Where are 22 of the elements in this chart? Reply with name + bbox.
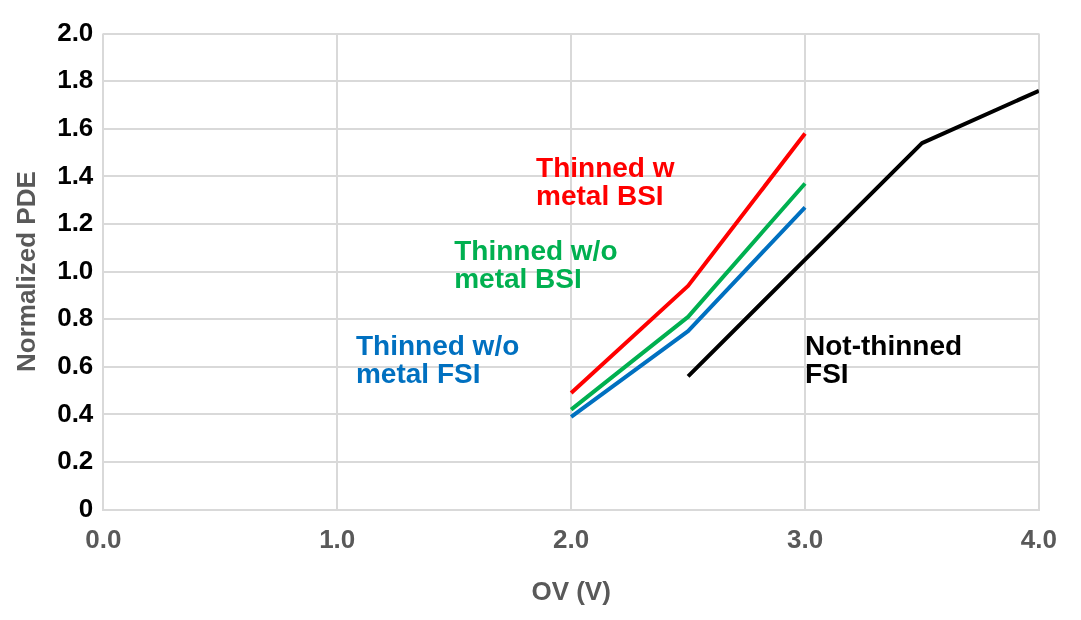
y-tick-label: 1.4 [57, 159, 94, 190]
x-axis-title: OV (V) [531, 575, 611, 606]
y-tick-label: 0.6 [57, 349, 94, 380]
x-tick-label: 1.0 [319, 524, 356, 555]
y-tick-label: 1.2 [57, 207, 94, 238]
y-tick-label: 1.6 [57, 111, 94, 142]
text: Thinned w/o metal FSI [355, 330, 520, 390]
x-tick-label: 3.0 [786, 524, 824, 555]
x-tick-label: 4.0 [1020, 524, 1058, 555]
x-tick-label: 2.0 [553, 524, 590, 555]
y-tick-label: 0 [78, 492, 94, 523]
series-label: Not-thinned FSI [805, 330, 963, 390]
y-tick-label: 1.0 [57, 254, 94, 285]
text: Thinned w/o metal BSI [454, 235, 618, 294]
text: Thinned w metal BSI [536, 151, 675, 211]
y-tick-label: 0.8 [57, 302, 94, 333]
y-tick-label: 0.4 [57, 397, 94, 428]
x-tick-label: 0.0 [85, 524, 122, 555]
y-tick-label: 2.0 [57, 16, 94, 47]
y-tick-label: 0.2 [57, 445, 94, 476]
y-axis-title: Normalized PDE [10, 171, 41, 373]
y-tick-label: 1.8 [57, 64, 94, 95]
